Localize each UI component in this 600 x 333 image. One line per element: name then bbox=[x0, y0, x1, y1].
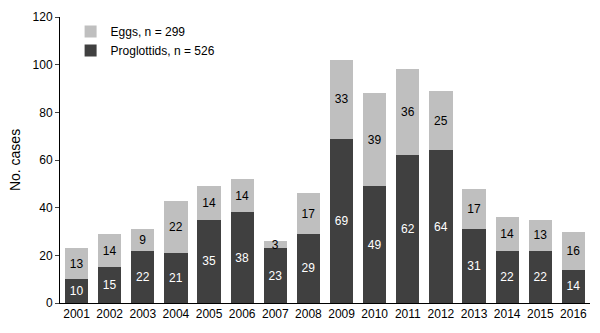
svg-text:21: 21 bbox=[169, 271, 183, 285]
svg-text:20: 20 bbox=[39, 249, 53, 263]
svg-text:23: 23 bbox=[268, 269, 282, 283]
svg-text:29: 29 bbox=[302, 261, 316, 275]
svg-text:Proglottids, n = 526: Proglottids, n = 526 bbox=[111, 44, 215, 58]
svg-text:100: 100 bbox=[33, 58, 53, 72]
svg-text:13: 13 bbox=[70, 257, 84, 271]
svg-text:60: 60 bbox=[39, 153, 53, 167]
svg-text:2003: 2003 bbox=[129, 307, 156, 321]
svg-text:14: 14 bbox=[500, 227, 514, 241]
svg-text:25: 25 bbox=[434, 114, 448, 128]
svg-text:2007: 2007 bbox=[262, 307, 289, 321]
svg-text:22: 22 bbox=[136, 270, 150, 284]
svg-text:40: 40 bbox=[39, 201, 53, 215]
svg-text:2009: 2009 bbox=[328, 307, 355, 321]
svg-text:2010: 2010 bbox=[361, 307, 388, 321]
svg-text:15: 15 bbox=[103, 278, 117, 292]
svg-text:69: 69 bbox=[335, 214, 349, 228]
svg-text:2016: 2016 bbox=[560, 307, 587, 321]
svg-text:14: 14 bbox=[235, 189, 249, 203]
svg-text:64: 64 bbox=[434, 220, 448, 234]
svg-text:39: 39 bbox=[368, 133, 382, 147]
svg-text:62: 62 bbox=[401, 222, 415, 236]
svg-text:2005: 2005 bbox=[196, 307, 223, 321]
svg-text:17: 17 bbox=[302, 207, 316, 221]
svg-text:9: 9 bbox=[139, 233, 146, 247]
svg-text:14: 14 bbox=[202, 196, 216, 210]
svg-text:16: 16 bbox=[567, 244, 581, 258]
svg-text:2001: 2001 bbox=[63, 307, 90, 321]
svg-text:3: 3 bbox=[272, 238, 279, 252]
svg-text:120: 120 bbox=[33, 10, 53, 24]
svg-text:22: 22 bbox=[500, 270, 514, 284]
svg-text:2011: 2011 bbox=[395, 307, 421, 321]
svg-text:38: 38 bbox=[235, 251, 249, 265]
svg-text:13: 13 bbox=[533, 228, 547, 242]
svg-text:22: 22 bbox=[169, 220, 183, 234]
svg-text:Eggs, n = 299: Eggs, n = 299 bbox=[111, 25, 186, 39]
svg-text:2008: 2008 bbox=[295, 307, 322, 321]
svg-text:2002: 2002 bbox=[96, 307, 123, 321]
svg-text:49: 49 bbox=[368, 238, 382, 252]
svg-text:80: 80 bbox=[39, 106, 53, 120]
svg-text:No. cases: No. cases bbox=[7, 129, 23, 191]
svg-text:33: 33 bbox=[335, 92, 349, 106]
svg-text:31: 31 bbox=[467, 259, 481, 273]
svg-text:14: 14 bbox=[567, 279, 581, 293]
svg-text:0: 0 bbox=[46, 296, 53, 310]
svg-text:36: 36 bbox=[401, 105, 415, 119]
svg-text:22: 22 bbox=[533, 270, 547, 284]
svg-text:2004: 2004 bbox=[163, 307, 190, 321]
svg-text:35: 35 bbox=[202, 254, 216, 268]
svg-text:2015: 2015 bbox=[527, 307, 554, 321]
svg-text:2013: 2013 bbox=[461, 307, 488, 321]
svg-text:14: 14 bbox=[103, 244, 117, 258]
svg-text:17: 17 bbox=[467, 202, 481, 216]
svg-text:2014: 2014 bbox=[494, 307, 521, 321]
svg-text:10: 10 bbox=[70, 284, 84, 298]
svg-text:2006: 2006 bbox=[229, 307, 256, 321]
svg-text:2012: 2012 bbox=[428, 307, 455, 321]
